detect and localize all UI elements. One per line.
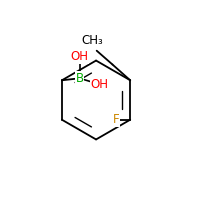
Text: OH: OH (90, 78, 108, 91)
Text: CH₃: CH₃ (82, 34, 104, 47)
Text: F: F (113, 113, 120, 126)
Text: B: B (76, 72, 84, 85)
Text: OH: OH (71, 50, 89, 63)
